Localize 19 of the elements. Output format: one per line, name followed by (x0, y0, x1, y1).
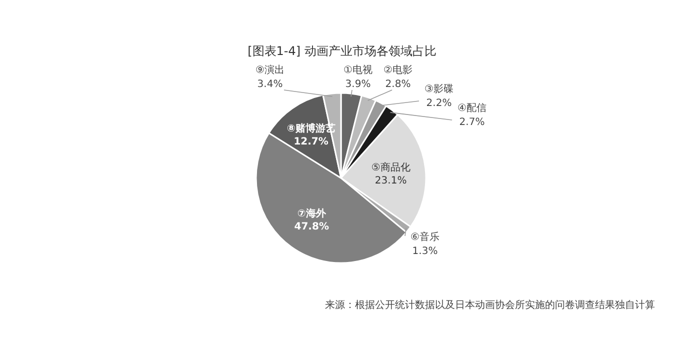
slice-label: ⑥音乐 (410, 231, 440, 243)
data-label: 1.3% (412, 246, 438, 257)
chart-title: [图表1-4] 动画产业市场各领域占比 (248, 44, 436, 58)
data-label: 3.9% (345, 79, 371, 90)
slice-label: ①电视 (344, 64, 372, 76)
slice-label: ③影碟 (424, 83, 454, 95)
data-label: 2.8% (385, 79, 411, 90)
slice-label: ②电影 (384, 64, 412, 76)
data-label: 23.1% (374, 175, 407, 186)
data-label: 3.4% (257, 79, 283, 90)
slice-label: ④配信 (458, 102, 486, 114)
data-label: 47.8% (294, 222, 329, 233)
slice-label: ⑦海外 (297, 208, 327, 220)
data-label: 2.2% (426, 98, 452, 109)
source-note: 来源：根据公开统计数据以及日本动画协会所实施的问卷调查结果独自计算 (325, 299, 655, 311)
data-label: 2.7% (459, 117, 485, 128)
data-label: 12.7% (294, 136, 328, 148)
slice-label: ⑤商品化 (371, 161, 410, 174)
slice-label: ⑨演出 (256, 64, 284, 76)
